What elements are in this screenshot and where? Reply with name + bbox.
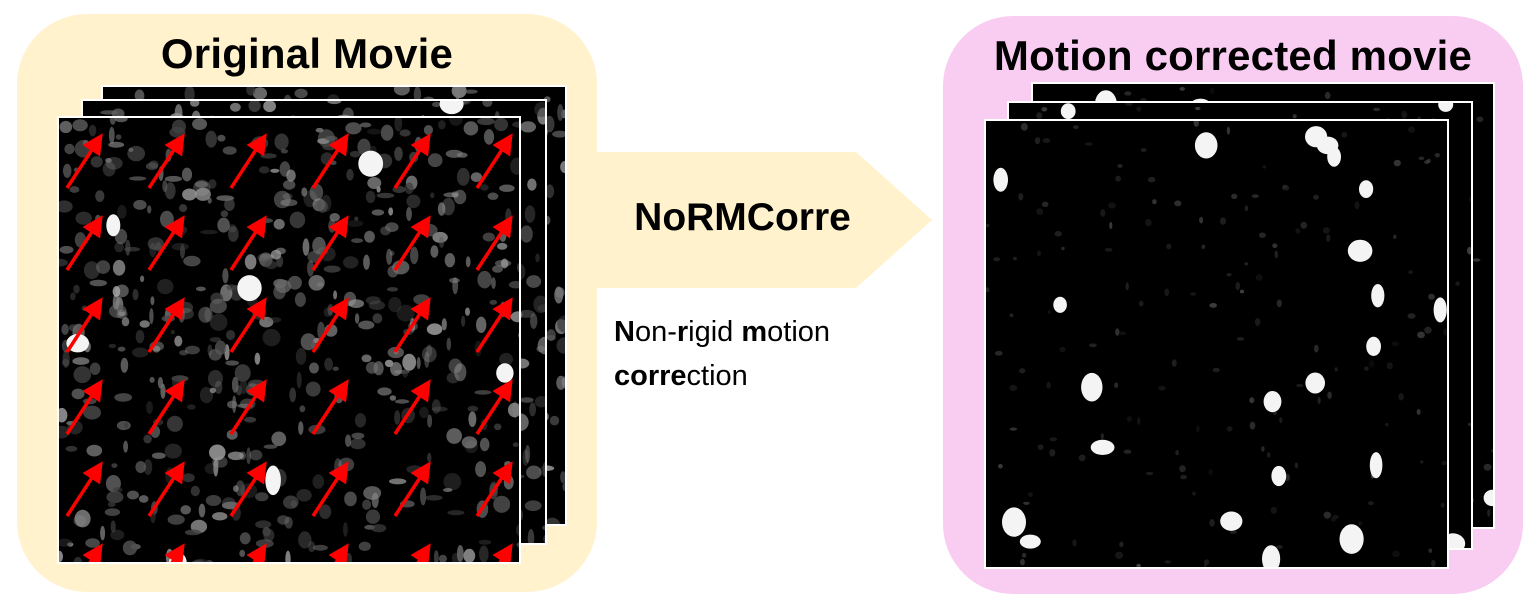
motion-vector-arrow xyxy=(147,379,185,435)
description-segment: igid xyxy=(688,316,742,348)
motion-vector-arrow xyxy=(65,133,103,189)
description-segment: otion xyxy=(767,316,831,348)
motion-vector-arrow xyxy=(393,379,431,435)
process-arrow xyxy=(596,152,932,288)
motion-vector-arrow xyxy=(82,543,103,562)
motion-vector-arrow xyxy=(229,379,267,435)
description-segment: N xyxy=(614,316,635,348)
corrected-movie-title: Motion corrected movie xyxy=(993,32,1473,79)
motion-vector-arrow xyxy=(229,461,267,517)
motion-vector-arrow xyxy=(393,215,431,271)
motion-vector-arrow xyxy=(311,379,349,435)
motion-vector-arrow xyxy=(65,297,103,353)
motion-vector-arrow xyxy=(393,461,431,517)
motion-vector-arrow xyxy=(410,543,431,562)
method-name: NoRMCorre xyxy=(634,196,851,239)
motion-vector-arrow xyxy=(229,215,267,271)
motion-vector-arrow xyxy=(229,297,267,353)
description-segment: corre xyxy=(614,360,687,392)
motion-vector-arrow xyxy=(65,215,103,271)
motion-vector-arrow xyxy=(311,133,349,189)
motion-vector-arrow xyxy=(328,543,349,562)
description-segment: on- xyxy=(634,316,677,348)
motion-vector-arrow xyxy=(475,379,513,435)
motion-vector-arrow xyxy=(475,215,513,271)
motion-vector-arrow xyxy=(475,133,513,189)
motion-vector-arrow xyxy=(147,133,185,189)
motion-vector-arrow xyxy=(164,543,185,562)
corrected-movie-frame-1 xyxy=(984,119,1449,569)
motion-vector-arrow xyxy=(147,215,185,271)
motion-vector-arrow xyxy=(393,133,431,189)
original-movie-title: Original Movie xyxy=(160,30,454,77)
description-segment: ction xyxy=(686,360,748,392)
motion-vector-arrow xyxy=(475,461,513,517)
motion-vector-arrow xyxy=(475,297,513,353)
motion-vector-arrow xyxy=(229,133,267,189)
motion-vector-arrow xyxy=(147,297,185,353)
motion-vector-arrow xyxy=(492,543,513,562)
motion-vector-arrow xyxy=(311,297,349,353)
motion-vector-arrow xyxy=(393,297,431,353)
description-segment: r xyxy=(676,316,689,348)
motion-vector-arrow xyxy=(65,379,103,435)
motion-vector-arrow xyxy=(147,461,185,517)
motion-vector-field xyxy=(65,133,513,562)
motion-vector-arrow xyxy=(311,215,349,271)
motion-vector-arrow xyxy=(311,461,349,517)
corrected-frame-image xyxy=(986,121,1447,567)
motion-vector-arrow xyxy=(246,543,267,562)
description-segment: m xyxy=(741,316,768,348)
original-movie-frame-1 xyxy=(57,116,521,564)
motion-vector-arrow xyxy=(65,461,103,517)
method-description: Non-rigid motion correction xyxy=(614,310,914,398)
